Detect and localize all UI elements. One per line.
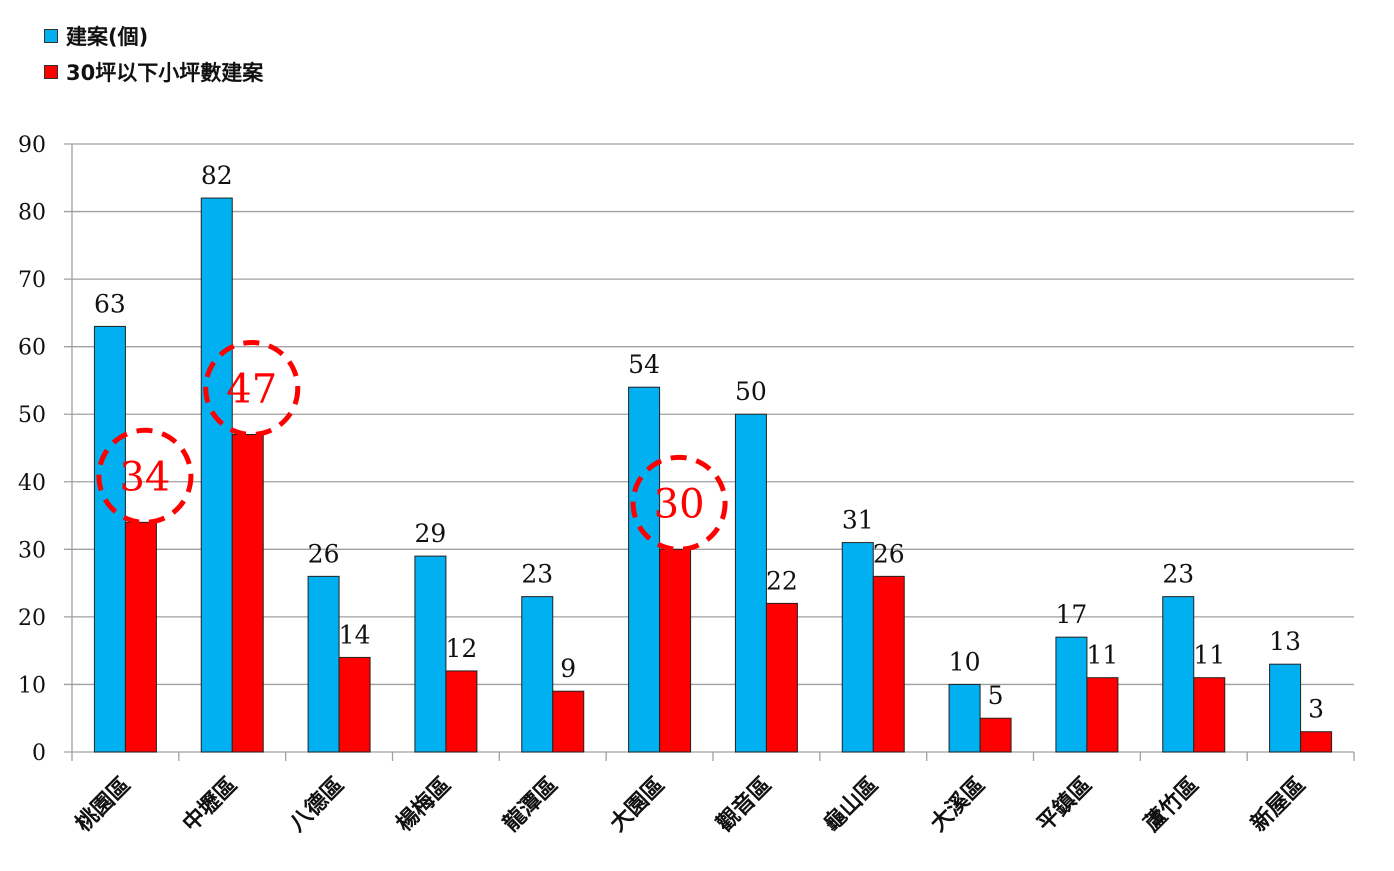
x-category-label: 蘆竹區 — [1139, 772, 1204, 837]
data-label: 22 — [766, 566, 798, 595]
data-label: 26 — [308, 539, 340, 568]
x-category-label: 觀音區 — [712, 772, 777, 837]
y-tick-label: 50 — [18, 403, 46, 428]
bar-small-projects — [1086, 677, 1119, 753]
data-label: 63 — [94, 289, 126, 318]
y-tick-label: 20 — [18, 606, 46, 631]
data-label: 23 — [1162, 560, 1194, 589]
bar-projects — [841, 542, 874, 753]
y-tick-label: 40 — [18, 471, 46, 496]
bar-projects — [200, 197, 233, 753]
bar-projects — [1055, 636, 1088, 753]
bar-small-projects — [659, 548, 692, 753]
x-category-label: 龜山區 — [818, 772, 883, 837]
bar-small-projects — [231, 433, 264, 753]
x-category-label: 新屋區 — [1246, 772, 1311, 837]
bar-small-projects — [124, 521, 157, 753]
bar-small-projects — [445, 670, 478, 753]
bar-small-projects — [1193, 677, 1226, 753]
bar-projects — [414, 555, 447, 753]
y-tick-label: 60 — [18, 336, 46, 361]
bar-projects — [307, 575, 340, 753]
legend-item-projects: 建案(個) — [44, 18, 263, 54]
highlight-circle — [630, 454, 728, 552]
x-category-label: 大溪區 — [926, 773, 990, 837]
data-label: 5 — [988, 681, 1004, 710]
y-tick-label: 10 — [18, 673, 46, 698]
highlight-circle — [203, 339, 301, 437]
data-label: 31 — [842, 506, 874, 535]
x-category-label: 龍潭區 — [498, 772, 563, 837]
bar-small-projects — [979, 717, 1012, 753]
x-category-label: 桃園區 — [71, 773, 135, 837]
y-tick-label: 70 — [18, 268, 46, 293]
x-category-label: 八德區 — [284, 772, 349, 837]
data-label: 13 — [1269, 627, 1301, 656]
bar-projects — [628, 386, 661, 753]
y-tick-label: 30 — [18, 538, 46, 563]
x-category-label: 楊梅區 — [391, 772, 456, 837]
bar-small-projects — [765, 602, 798, 753]
y-tick-label: 0 — [32, 741, 46, 766]
data-label: 82 — [201, 161, 233, 190]
data-label: 23 — [521, 560, 553, 589]
data-label: 12 — [446, 634, 478, 663]
legend-swatch-red — [44, 65, 58, 79]
bar-projects — [734, 413, 767, 753]
y-tick-label: 90 — [18, 133, 46, 158]
highlight-value-label: 34 — [119, 454, 170, 500]
data-label: 50 — [735, 377, 767, 406]
chart-legend: 建案(個) 30坪以下小坪數建案 — [44, 18, 263, 90]
bar-projects — [1162, 596, 1195, 753]
data-label: 26 — [873, 539, 905, 568]
y-tick-label: 80 — [18, 201, 46, 226]
bar-projects — [1269, 663, 1302, 753]
x-category-label: 大園區 — [605, 773, 669, 837]
bar-small-projects — [872, 575, 905, 753]
highlight-value-label: 30 — [654, 481, 705, 527]
data-label: 3 — [1308, 695, 1324, 724]
highlight-circle — [96, 427, 194, 525]
highlight-value-label: 47 — [226, 366, 277, 412]
bar-projects — [93, 325, 126, 753]
legend-swatch-blue — [44, 29, 58, 43]
legend-item-small-projects: 30坪以下小坪數建案 — [44, 54, 263, 90]
data-label: 11 — [1193, 641, 1225, 670]
bar-small-projects — [552, 690, 585, 753]
data-label: 9 — [560, 654, 576, 683]
bar-projects — [521, 596, 554, 753]
legend-label-small-projects: 30坪以下小坪數建案 — [66, 61, 264, 85]
x-category-label: 中壢區 — [178, 773, 242, 837]
x-category-label: 平鎮區 — [1032, 772, 1097, 837]
bar-small-projects — [1300, 731, 1333, 753]
bar-projects — [948, 683, 981, 753]
data-label: 14 — [339, 620, 371, 649]
data-label: 54 — [628, 350, 660, 379]
legend-label-projects: 建案(個) — [66, 25, 149, 49]
data-label: 17 — [1056, 600, 1088, 629]
bar-small-projects — [338, 656, 371, 753]
data-label: 11 — [1087, 641, 1119, 670]
data-label: 10 — [949, 647, 981, 676]
data-label: 29 — [415, 519, 447, 548]
